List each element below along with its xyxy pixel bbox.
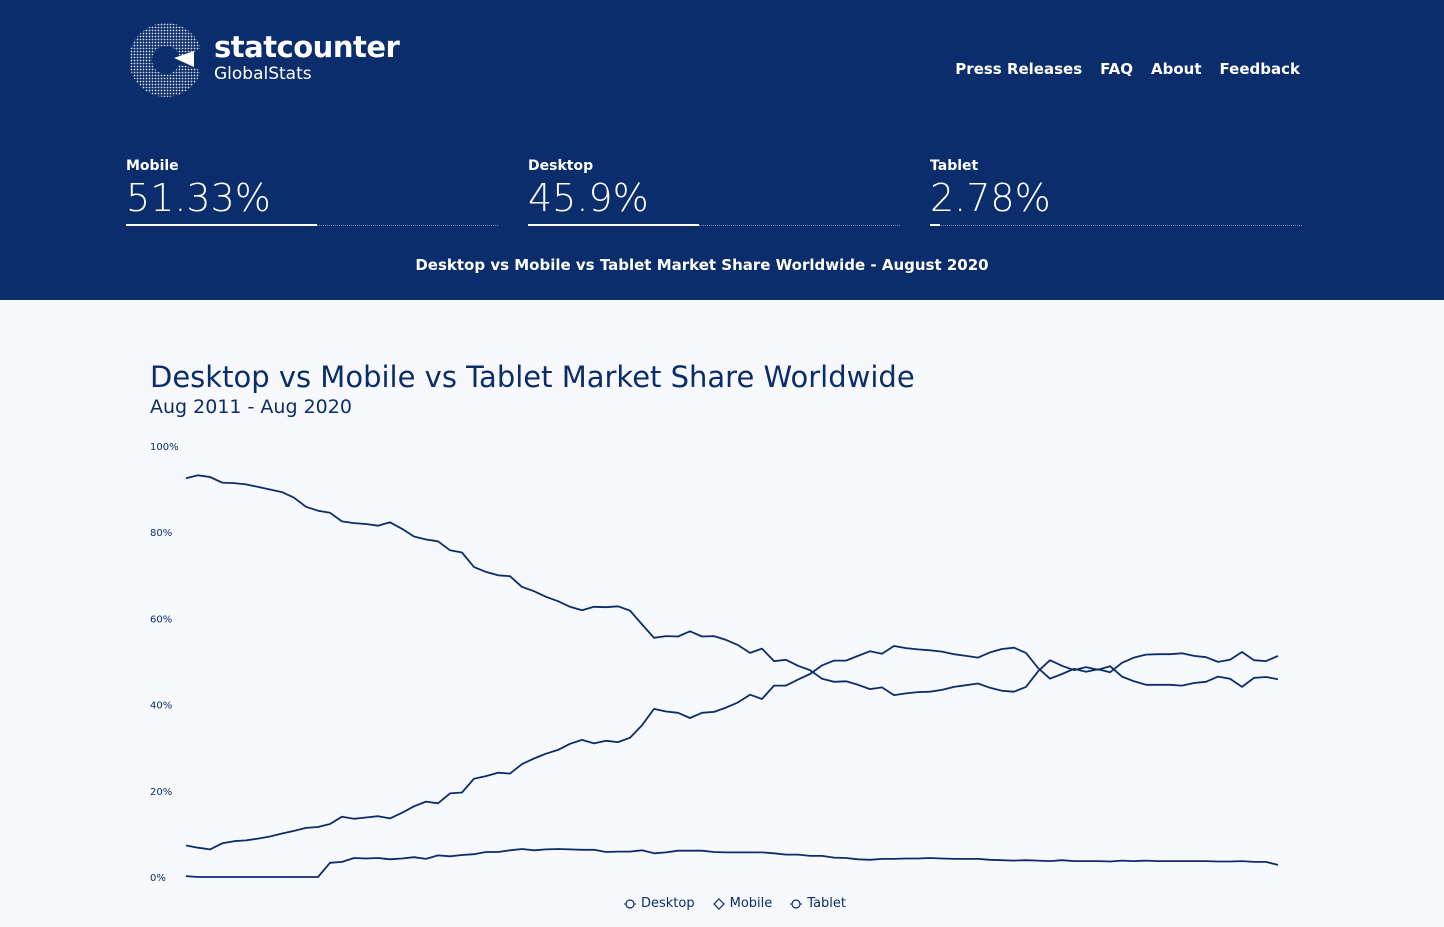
- stat-mobile-fill: [126, 224, 317, 226]
- y-axis: 0% 20% 40% 60% 80% 100%: [150, 442, 179, 884]
- chart-title: Desktop vs Mobile vs Tablet Market Share…: [150, 360, 915, 394]
- legend-item-desktop[interactable]: Desktop: [624, 896, 695, 911]
- stat-desktop-fill: [528, 224, 699, 226]
- stat-mobile[interactable]: Mobile 51.33%: [126, 158, 498, 226]
- y-tick-label: 0%: [150, 873, 166, 884]
- chart-legend: Desktop Mobile Tablet: [624, 896, 846, 911]
- legend-label-desktop: Desktop: [641, 896, 695, 911]
- stat-desktop[interactable]: Desktop 45.9%: [528, 158, 900, 226]
- statcounter-logo[interactable]: statcounter GlobalStats: [130, 20, 400, 100]
- page-title: Desktop vs Mobile vs Tablet Market Share…: [415, 256, 989, 274]
- top-nav: Press Releases FAQ About Feedback: [955, 60, 1300, 78]
- chart-subtitle: Aug 2011 - Aug 2020: [150, 396, 352, 418]
- legend-label-mobile: Mobile: [729, 896, 773, 911]
- y-tick-label: 60%: [150, 614, 172, 625]
- stat-mobile-label: Mobile: [126, 158, 179, 174]
- y-tick-label: 20%: [150, 787, 172, 798]
- y-tick-label: 40%: [150, 701, 172, 712]
- y-tick-label: 100%: [150, 442, 179, 453]
- stat-desktop-bar: [528, 224, 900, 226]
- stat-mobile-bar: [126, 224, 498, 226]
- nav-faq[interactable]: FAQ: [1100, 60, 1134, 78]
- stat-desktop-label: Desktop: [528, 158, 594, 174]
- series-line-desktop[interactable]: [185, 474, 1279, 697]
- globe-logo-icon: [130, 23, 200, 97]
- stat-tablet-label: Tablet: [930, 158, 979, 174]
- header: statcounter GlobalStats Press Releases F…: [0, 0, 1444, 300]
- legend-diamond-icon: [712, 897, 725, 910]
- brand-name: statcounter: [214, 30, 400, 64]
- stat-mobile-value: 51.33%: [126, 176, 271, 220]
- y-tick-label: 80%: [150, 528, 172, 539]
- legend-label-tablet: Tablet: [807, 896, 846, 911]
- legend-item-tablet[interactable]: Tablet: [790, 896, 846, 911]
- nav-press-releases[interactable]: Press Releases: [955, 60, 1083, 78]
- legend-circle-icon: [624, 898, 636, 909]
- stat-tablet[interactable]: Tablet 2.78%: [930, 158, 1302, 226]
- stat-tablet-value: 2.78%: [930, 176, 1051, 220]
- brand-subtitle: GlobalStats: [214, 64, 312, 84]
- series-line-tablet[interactable]: [185, 848, 1279, 878]
- nav-feedback[interactable]: Feedback: [1219, 60, 1300, 78]
- legend-circle-icon: [790, 898, 803, 909]
- series-lines: [185, 474, 1279, 878]
- stat-desktop-value: 45.9%: [528, 176, 649, 220]
- stat-tablet-fill: [930, 224, 941, 226]
- legend-item-mobile[interactable]: Mobile: [712, 896, 773, 911]
- series-line-mobile[interactable]: [185, 645, 1279, 851]
- nav-about[interactable]: About: [1151, 60, 1202, 78]
- stat-tablet-bar: [930, 224, 1302, 226]
- line-chart[interactable]: 0% 20% 40% 60% 80% 100%: [0, 430, 1444, 890]
